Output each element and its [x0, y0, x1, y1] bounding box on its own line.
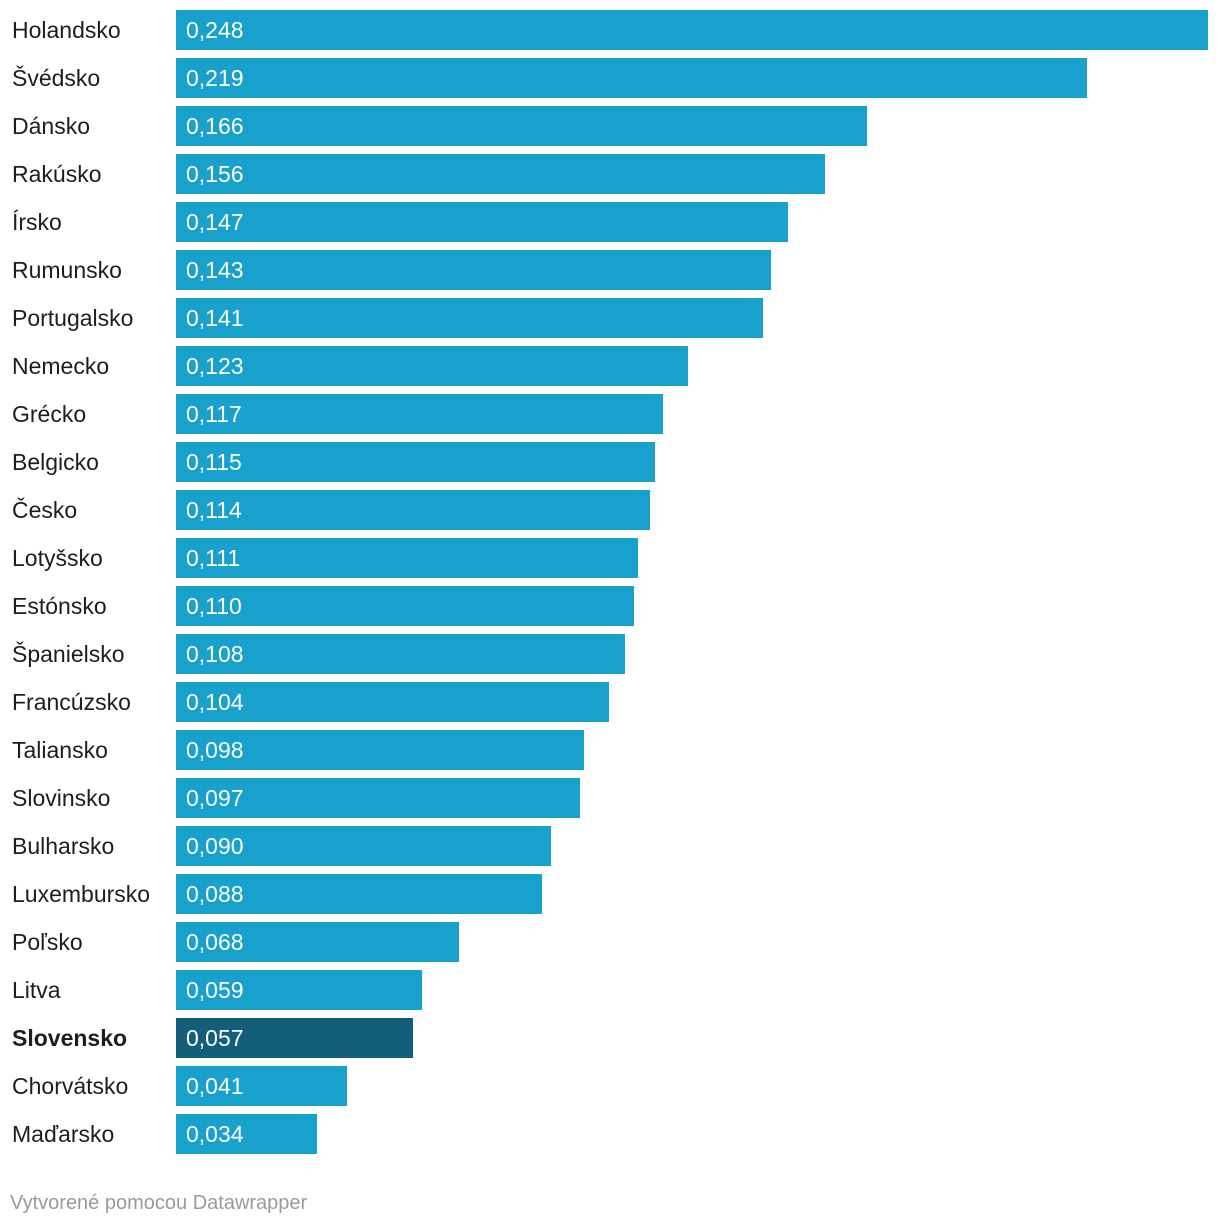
bar-row: Švédsko 0,219	[0, 58, 1220, 98]
value-label: 0,117	[186, 401, 242, 427]
bar-row: Írsko 0,147	[0, 202, 1220, 242]
bar-row: Poľsko 0,068	[0, 922, 1220, 962]
bar-row: Španielsko 0,108	[0, 634, 1220, 674]
value-label: 0,097	[186, 785, 244, 811]
bar-row: Česko 0,114	[0, 490, 1220, 530]
bar-row: Belgicko 0,115	[0, 442, 1220, 482]
value-label: 0,034	[186, 1121, 244, 1147]
bar	[176, 922, 459, 962]
bar-row: Luxembursko 0,088	[0, 874, 1220, 914]
bar-row: Nemecko 0,123	[0, 346, 1220, 386]
bar-row: Grécko 0,117	[0, 394, 1220, 434]
bar	[176, 58, 1087, 98]
bar	[176, 970, 422, 1010]
value-label: 0,141	[186, 305, 244, 331]
category-label: Španielsko	[12, 641, 125, 667]
bar	[176, 346, 688, 386]
bar-row: Rakúsko 0,156	[0, 154, 1220, 194]
category-label: Taliansko	[12, 737, 108, 763]
category-label: Švédsko	[12, 65, 101, 91]
bar	[176, 538, 638, 578]
bar	[176, 442, 655, 482]
bar	[176, 394, 663, 434]
bar-row: Bulharsko 0,090	[0, 826, 1220, 866]
category-label: Rumunsko	[12, 257, 122, 283]
bar-row: Taliansko 0,098	[0, 730, 1220, 770]
category-label: Maďarsko	[12, 1121, 115, 1147]
category-label: Francúzsko	[12, 689, 131, 715]
value-label: 0,059	[186, 977, 244, 1003]
bar	[176, 202, 788, 242]
bar	[176, 1066, 347, 1106]
value-label: 0,068	[186, 929, 244, 955]
value-label: 0,104	[186, 689, 244, 715]
category-label: Dánsko	[12, 113, 90, 139]
value-label: 0,098	[186, 737, 244, 763]
bar-row: Chorvátsko 0,041	[0, 1066, 1220, 1106]
bar	[176, 154, 825, 194]
category-label: Luxembursko	[12, 881, 151, 907]
bar	[176, 874, 542, 914]
value-label: 0,147	[186, 209, 244, 235]
category-label: Poľsko	[12, 929, 83, 955]
bar	[176, 682, 609, 722]
category-label: Grécko	[12, 401, 87, 427]
value-label: 0,114	[186, 497, 242, 523]
bar-row: Slovensko 0,057	[0, 1018, 1220, 1058]
bar	[176, 826, 551, 866]
category-label: Litva	[12, 977, 61, 1003]
bar-row: Litva 0,059	[0, 970, 1220, 1010]
bar-row: Lotyšsko 0,111	[0, 538, 1220, 578]
credit-text: Vytvorené pomocou Datawrapper	[10, 1192, 308, 1214]
value-label: 0,110	[186, 593, 242, 619]
bar	[176, 250, 771, 290]
category-label: Portugalsko	[12, 305, 134, 331]
bar	[176, 778, 580, 818]
bar	[176, 490, 650, 530]
value-label: 0,057	[186, 1025, 244, 1051]
category-label: Estónsko	[12, 593, 107, 619]
bar-row: Dánsko 0,166	[0, 106, 1220, 146]
value-label: 0,088	[186, 881, 244, 907]
category-label: Česko	[12, 497, 78, 523]
bar	[176, 1114, 317, 1154]
category-label: Holandsko	[12, 17, 121, 43]
category-label: Nemecko	[12, 353, 110, 379]
value-label: 0,090	[186, 833, 244, 859]
bar	[176, 1018, 413, 1058]
value-label: 0,166	[186, 113, 244, 139]
category-label: Chorvátsko	[12, 1073, 129, 1099]
value-label: 0,111	[186, 545, 241, 571]
bar-row: Holandsko 0,248	[0, 10, 1220, 50]
bar	[176, 298, 763, 338]
bar-row: Rumunsko 0,143	[0, 250, 1220, 290]
value-label: 0,156	[186, 161, 244, 187]
value-label: 0,143	[186, 257, 244, 283]
bar-row: Maďarsko 0,034	[0, 1114, 1220, 1154]
bar-row: Estónsko 0,110	[0, 586, 1220, 626]
bar	[176, 106, 867, 146]
category-label: Rakúsko	[12, 161, 102, 187]
value-label: 0,123	[186, 353, 244, 379]
bar-row: Portugalsko 0,141	[0, 298, 1220, 338]
bar-row: Francúzsko 0,104	[0, 682, 1220, 722]
category-label: Belgicko	[12, 449, 99, 475]
category-label: Bulharsko	[12, 833, 115, 859]
value-label: 0,219	[186, 65, 244, 91]
bar-chart: Holandsko 0,248 Švédsko 0,219 Dánsko 0,166 Rak…	[0, 10, 1220, 1154]
bar	[176, 634, 625, 674]
bar	[176, 10, 1208, 50]
category-label: Írsko	[12, 209, 62, 235]
bar	[176, 586, 634, 626]
category-label: Lotyšsko	[12, 545, 103, 571]
category-label: Slovensko	[12, 1025, 128, 1051]
bar-row: Slovinsko 0,097	[0, 778, 1220, 818]
value-label: 0,248	[186, 17, 244, 43]
bar	[176, 730, 584, 770]
value-label: 0,108	[186, 641, 244, 667]
category-label: Slovinsko	[12, 785, 111, 811]
value-label: 0,041	[186, 1073, 244, 1099]
value-label: 0,115	[186, 449, 242, 475]
